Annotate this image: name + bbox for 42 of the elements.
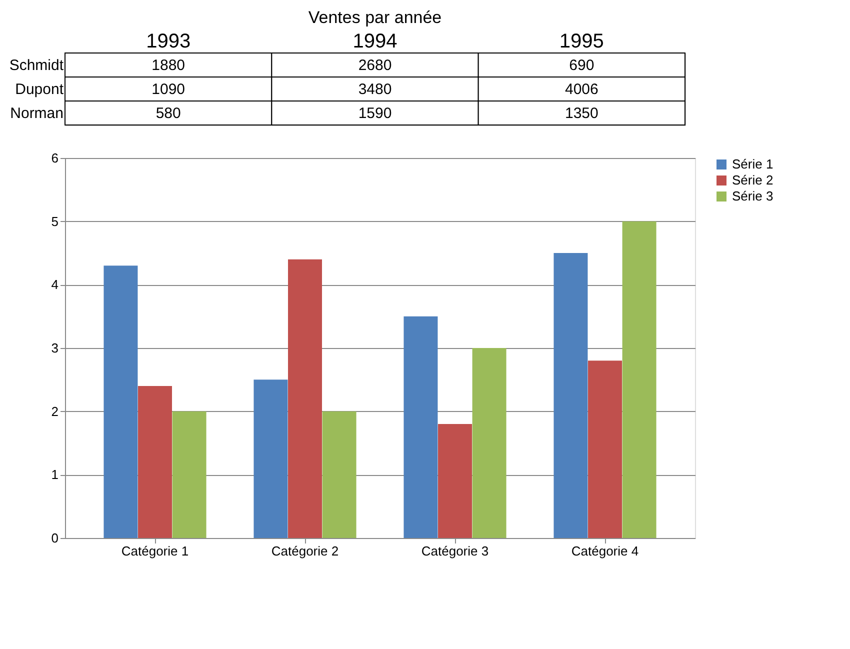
x-tick-label: Catégorie 1: [121, 544, 189, 558]
y-tick-label: 0: [51, 530, 58, 546]
data-label: 3480: [358, 81, 392, 98]
legend-label: Série 2: [732, 172, 774, 188]
bar: [438, 424, 472, 538]
bar: [472, 348, 506, 538]
x-tick-label: 1994: [352, 30, 398, 52]
y-tick-label: 5: [51, 214, 58, 229]
bar: [288, 259, 322, 538]
bar: [254, 380, 288, 538]
data-label: 580: [156, 105, 181, 122]
legend-label: Série 1: [732, 156, 774, 172]
x-tick-label: Catégorie 3: [421, 544, 489, 558]
data-label: 1090: [152, 81, 186, 98]
legend-label: Série 3: [732, 188, 774, 204]
bar: [322, 411, 356, 538]
y-tick-label: 2: [51, 404, 58, 419]
data-label: 690: [569, 57, 594, 74]
bar: [404, 316, 438, 538]
data-label: 1880: [152, 57, 186, 74]
y-tick-label: Dupont: [15, 81, 64, 98]
bar: [172, 411, 206, 538]
bar: [588, 360, 622, 538]
bar: [622, 221, 656, 538]
x-tick-label: 1993: [146, 30, 191, 52]
chart-title: Ventes par année: [308, 8, 442, 27]
y-tick-label: 6: [51, 150, 58, 166]
bar: [104, 266, 138, 538]
y-tick-label: 4: [51, 277, 58, 292]
data-label: 1590: [358, 105, 392, 122]
x-tick-label: Catégorie 2: [271, 544, 339, 558]
y-tick-label: Norman: [10, 105, 64, 122]
y-tick-label: 3: [51, 340, 58, 356]
x-tick-label: Catégorie 4: [571, 544, 639, 558]
bar: [554, 253, 588, 538]
y-tick-label: Schmidt: [9, 57, 64, 74]
bar: [138, 386, 172, 538]
data-label: 2680: [358, 57, 392, 74]
data-label: 1350: [564, 105, 598, 122]
x-tick-label: 1995: [559, 30, 604, 52]
data-label: 4006: [564, 81, 598, 98]
y-tick-label: 1: [51, 467, 58, 482]
